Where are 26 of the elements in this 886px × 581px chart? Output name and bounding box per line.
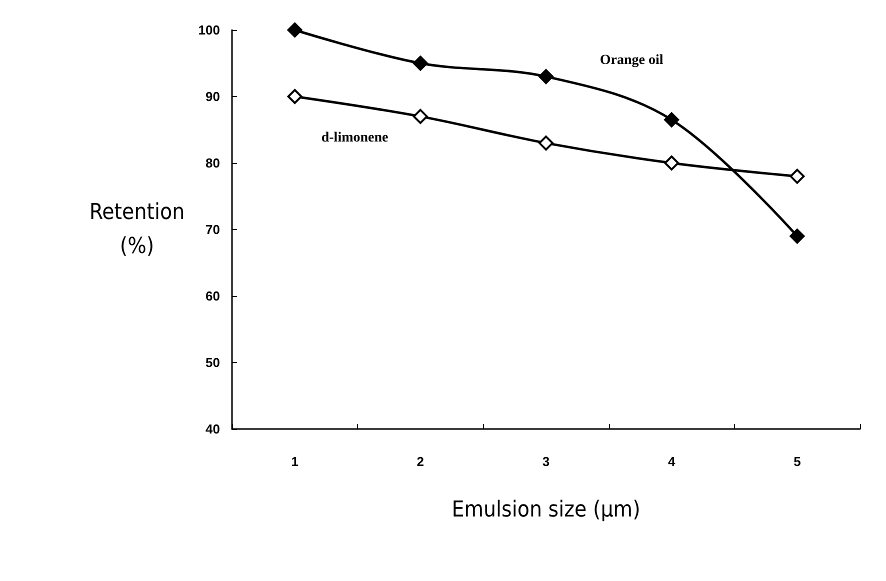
y-tick-label: 100 xyxy=(198,22,220,38)
y-tick-label: 80 xyxy=(206,156,220,170)
point xyxy=(790,168,805,184)
series-label: Orange oil xyxy=(600,52,664,68)
point xyxy=(664,112,680,128)
point xyxy=(790,228,805,244)
x-axis-title: Emulsion size (μm) xyxy=(452,498,640,522)
point xyxy=(664,156,680,170)
x-tick-label: 3 xyxy=(542,454,550,469)
point xyxy=(287,89,302,104)
x-tick-label: 1 xyxy=(291,454,298,469)
x-tick-label: 4 xyxy=(668,454,676,469)
x-tick-label: 5 xyxy=(794,454,801,469)
y-tick-label: 50 xyxy=(206,355,220,370)
y-axis-title: Retention (%) xyxy=(89,200,185,259)
point xyxy=(538,136,554,151)
point xyxy=(412,56,428,71)
series-label: d-limonene xyxy=(321,130,388,146)
y-tick-label: 70 xyxy=(206,222,220,237)
point xyxy=(538,69,554,84)
x-tick-label: 2 xyxy=(416,454,424,469)
point xyxy=(412,108,428,124)
y-tick-label: 90 xyxy=(206,89,220,104)
point xyxy=(287,22,302,38)
y-tick-label: 60 xyxy=(206,288,220,304)
y-tick-label: 40 xyxy=(206,422,220,436)
